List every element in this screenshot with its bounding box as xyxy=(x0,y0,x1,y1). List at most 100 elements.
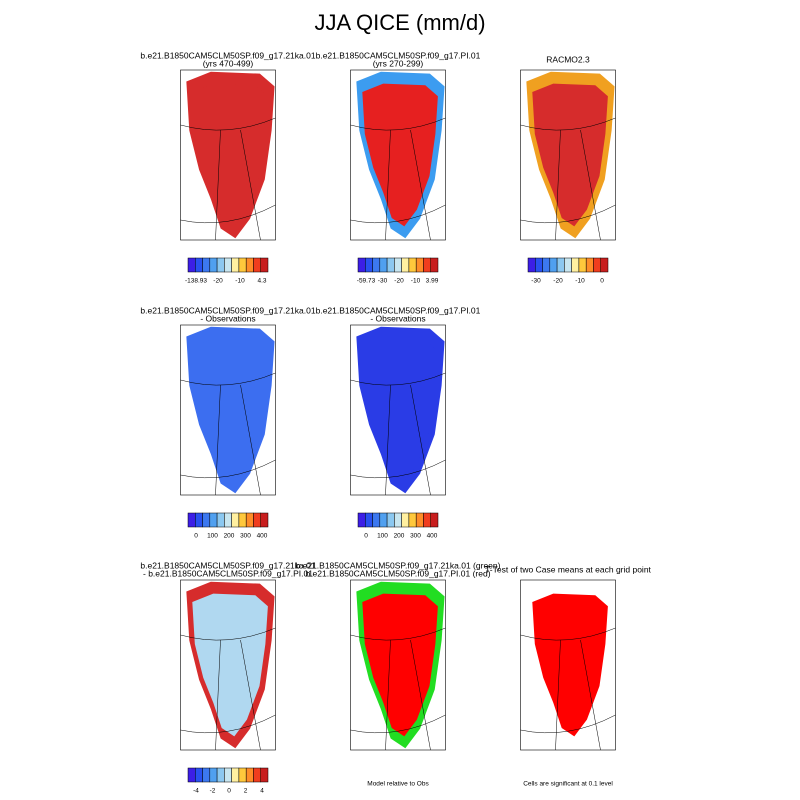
parallel xyxy=(520,117,616,131)
colorbar-box xyxy=(224,767,232,783)
meridian xyxy=(410,639,431,751)
colorbar-box xyxy=(202,512,211,528)
panel-title: - Observations xyxy=(370,313,425,323)
panel-title: (yrs 470-499) xyxy=(203,58,254,68)
land xyxy=(532,83,608,227)
colorbar-box xyxy=(187,512,196,528)
colorbar-box xyxy=(415,257,424,273)
colorbar-label: -20 xyxy=(394,278,404,285)
map xyxy=(350,69,446,241)
parallel xyxy=(180,459,276,479)
colorbar-box xyxy=(549,257,558,273)
colorbar-box xyxy=(202,257,211,273)
parallel xyxy=(350,627,446,641)
parallel xyxy=(350,204,446,224)
panel-title: RACMO2.3 xyxy=(546,54,590,64)
panel-title: b.e21.B1850CAM5CLM50SP.f09_g17.21ka.01 (… xyxy=(296,560,501,570)
colorbar-box xyxy=(231,767,240,783)
colorbar-label: -59.73 xyxy=(357,278,376,285)
colorbar-label: 0 xyxy=(364,533,368,540)
colorbar-box xyxy=(527,257,536,273)
meridian xyxy=(410,129,431,241)
land xyxy=(362,593,438,737)
colorbar-box xyxy=(260,767,269,783)
colorbar-label: -10 xyxy=(235,278,245,285)
panel-caption: Cells are significant at 0.1 level xyxy=(523,781,613,788)
colorbar-box xyxy=(357,257,366,273)
colorbar-box xyxy=(224,512,232,528)
colorbar-label: 4 xyxy=(260,788,264,795)
map xyxy=(350,579,446,751)
land xyxy=(362,83,438,227)
parallel xyxy=(520,714,616,734)
meridian xyxy=(240,129,261,241)
colorbar-label: -30 xyxy=(531,278,541,285)
colorbar-box xyxy=(202,767,211,783)
colorbar-box xyxy=(231,257,240,273)
parallel xyxy=(350,372,446,386)
colorbar-box xyxy=(408,257,417,273)
meridian xyxy=(580,129,601,241)
colorbar-box xyxy=(535,257,543,273)
colorbar-label: 0 xyxy=(600,278,604,285)
meridian xyxy=(240,639,261,751)
colorbar-box xyxy=(542,257,551,273)
colorbar-box xyxy=(401,512,410,528)
colorbar-box xyxy=(394,512,402,528)
colorbar-label: 0 xyxy=(227,788,231,795)
colorbar-box xyxy=(430,257,439,273)
colorbar-box xyxy=(372,257,381,273)
panel-title: - Observations xyxy=(200,313,255,323)
colorbar-box xyxy=(253,257,261,273)
parallel xyxy=(180,372,276,386)
colorbar-box xyxy=(386,257,395,273)
panel-title: b.e21.B1850CAM5CLM50SP.f09_g17.21ka.01 xyxy=(140,50,315,60)
parallel xyxy=(520,627,616,641)
colorbar-label: -20 xyxy=(213,278,223,285)
map xyxy=(180,69,276,241)
colorbar-label: 200 xyxy=(394,533,405,540)
meridian xyxy=(580,639,601,751)
colorbar-box xyxy=(253,767,261,783)
colorbar-label: 4.3 xyxy=(257,278,266,285)
panel-title: T-Test of two Case means at each grid po… xyxy=(485,564,651,574)
colorbar-box xyxy=(578,257,587,273)
colorbar-box xyxy=(423,512,431,528)
colorbar-box xyxy=(564,257,572,273)
map xyxy=(180,324,276,496)
meridian xyxy=(385,129,391,241)
colorbar-box xyxy=(195,512,203,528)
colorbar-box xyxy=(209,512,218,528)
colorbar-box xyxy=(195,257,203,273)
parallel xyxy=(180,714,276,734)
colorbar-box xyxy=(224,257,232,273)
colorbar-box xyxy=(430,512,439,528)
parallel xyxy=(180,117,276,131)
meridian xyxy=(240,384,261,496)
panel-title: b.e21.B1850CAM5CLM50SP.f09_g17.PI.01 (re… xyxy=(305,568,490,578)
colorbar-box xyxy=(245,257,254,273)
meridian xyxy=(555,639,561,751)
colorbar-box xyxy=(593,257,601,273)
colorbar-box xyxy=(238,257,247,273)
colorbar-box xyxy=(571,257,580,273)
colorbar-label: 300 xyxy=(240,533,251,540)
panel-title: (yrs 270-299) xyxy=(373,58,424,68)
colorbar-box xyxy=(415,512,424,528)
map xyxy=(520,69,616,241)
meridian xyxy=(215,639,221,751)
parallel xyxy=(180,627,276,641)
colorbar-label: 100 xyxy=(207,533,218,540)
colorbar-box xyxy=(379,512,388,528)
colorbar-box xyxy=(245,767,254,783)
colorbar-box xyxy=(401,257,410,273)
colorbar-label: 100 xyxy=(377,533,388,540)
panel-title: b.e21.B1850CAM5CLM50SP.f09_g17.PI.01 xyxy=(316,305,481,315)
colorbar-box xyxy=(585,257,594,273)
colorbar-box xyxy=(260,512,269,528)
parallel xyxy=(350,714,446,734)
meridian xyxy=(555,129,561,241)
land xyxy=(362,338,438,482)
colorbar-box xyxy=(556,257,565,273)
